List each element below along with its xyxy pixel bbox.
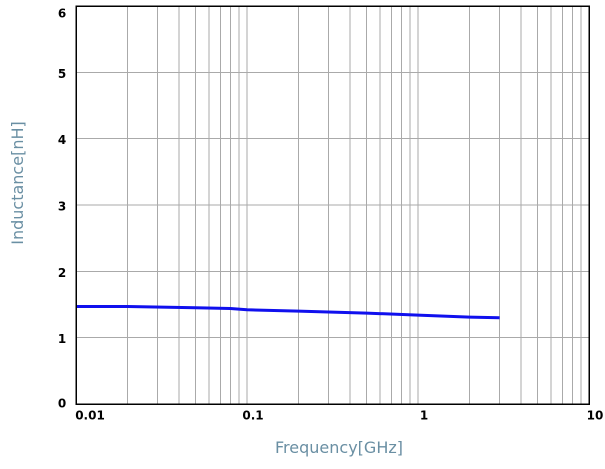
plot-frame <box>75 5 590 405</box>
y-tick-labels: 0 1 2 3 4 5 6 <box>58 7 66 411</box>
plot-border <box>75 5 590 405</box>
y-tick-label: 2 <box>58 266 66 280</box>
x-tick-label: 10 <box>587 409 604 423</box>
x-tick-labels: 0.01 0.1 1 10 <box>75 409 603 423</box>
x-axis-label: Frequency[GHz] <box>275 438 403 457</box>
series-layer <box>76 305 500 320</box>
y-tick-label: 5 <box>58 67 66 81</box>
y-axis-label: Inductance[nH] <box>8 121 27 244</box>
y-tick-label: 3 <box>58 200 66 214</box>
grid <box>75 5 589 405</box>
y-tick-label: 1 <box>58 332 66 346</box>
x-tick-label: 0.1 <box>242 409 263 423</box>
y-tick-label: 6 <box>58 7 66 21</box>
y-tick-label: 0 <box>58 397 66 411</box>
series-line <box>76 305 500 320</box>
x-tick-label: 1 <box>420 409 428 423</box>
x-tick-label: 0.01 <box>75 409 105 423</box>
y-tick-label: 4 <box>58 133 66 147</box>
